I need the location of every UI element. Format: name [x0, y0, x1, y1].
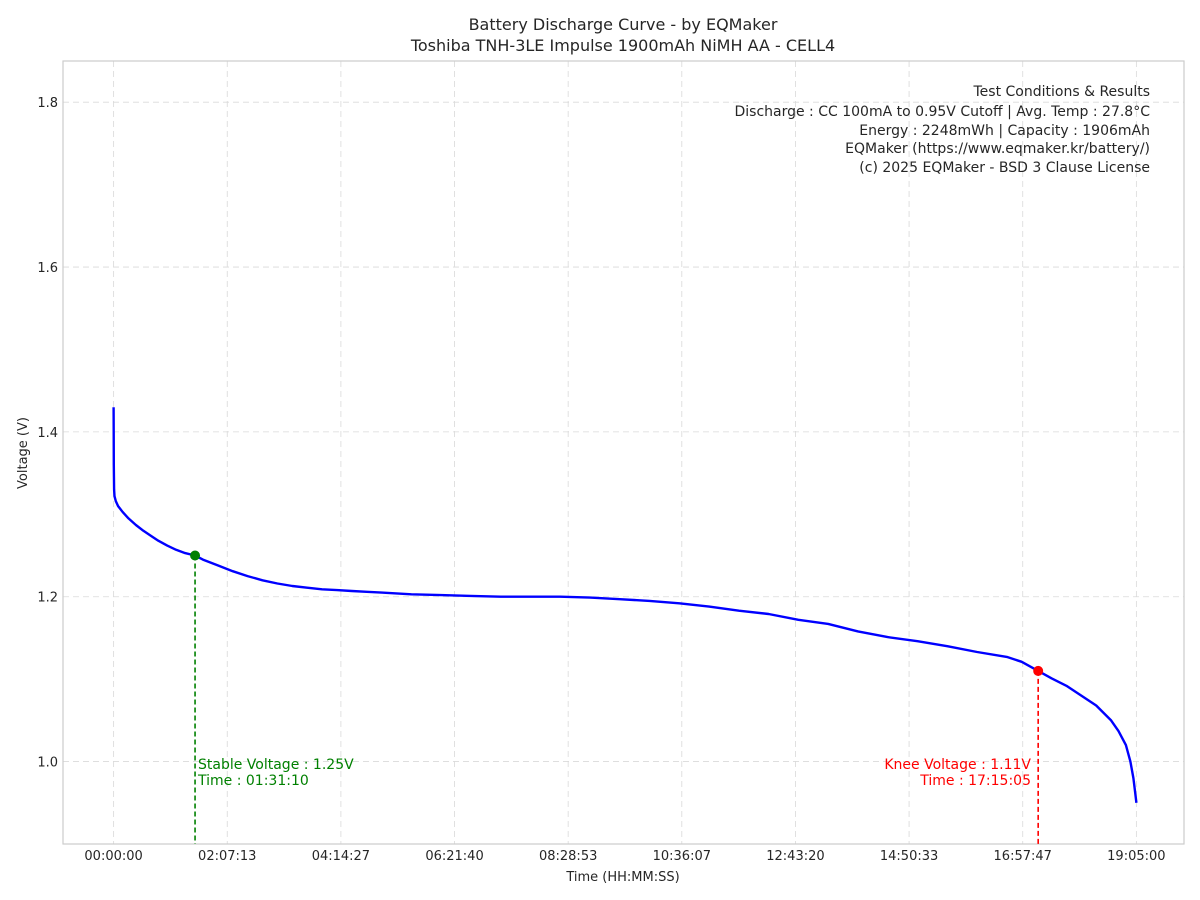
info-line-website: EQMaker (https://www.eqmaker.kr/battery/…	[845, 141, 1150, 157]
plot-frame	[62, 60, 1185, 845]
series-line-voltage	[112, 407, 1138, 803]
info-line-discharge: Discharge : CC 100mA to 0.95V Cutoff | A…	[734, 104, 1150, 120]
y-tick-label: 1.0	[37, 756, 58, 771]
x-tick-label: 06:21:40	[425, 849, 483, 864]
info-line-energy: Energy : 2248mWh | Capacity : 1906mAh	[859, 123, 1150, 139]
info-line-license: (c) 2025 EQMaker - BSD 3 Clause License	[859, 160, 1150, 176]
knee-annotation: Knee Voltage : 1.11V Time : 17:15:05	[884, 757, 1031, 789]
x-tick-label: 04:14:27	[312, 849, 370, 864]
info-box: Test Conditions & Results Discharge : CC…	[734, 84, 1150, 176]
stable-voltage-label: Stable Voltage : 1.25V	[198, 757, 354, 773]
x-axis-ticks: 00:00:00 02:07:13 04:14:27 06:21:40 08:28:53…	[84, 849, 1165, 864]
y-tick-label: 1.2	[37, 591, 58, 606]
stable-point-marker	[190, 550, 201, 561]
y-tick-label: 1.6	[37, 261, 58, 276]
chart-subtitle: Toshiba TNH-3LE Impulse 1900mAh NiMH AA …	[410, 36, 835, 55]
stable-annotation: Stable Voltage : 1.25V Time : 01:31:10	[197, 757, 354, 789]
x-tick-label: 19:05:00	[1107, 849, 1165, 864]
knee-voltage-label: Knee Voltage : 1.11V	[884, 757, 1031, 773]
x-tick-label: 08:28:53	[539, 849, 597, 864]
x-tick-label: 02:07:13	[198, 849, 256, 864]
knee-time-label: Time : 17:15:05	[919, 773, 1031, 789]
marker-layer	[190, 550, 1044, 844]
x-tick-label: 12:43:20	[766, 849, 824, 864]
chart-title: Battery Discharge Curve - by EQMaker	[469, 15, 778, 34]
x-tick-label: 10:36:07	[653, 849, 711, 864]
x-axis-label: Time (HH:MM:SS)	[565, 870, 679, 885]
series-layer	[112, 407, 1138, 803]
y-axis-label: Voltage (V)	[16, 417, 31, 489]
stable-time-label: Time : 01:31:10	[197, 773, 309, 789]
grid	[63, 61, 1184, 844]
x-tick-label: 00:00:00	[84, 849, 142, 864]
y-axis-ticks: 1.0 1.2 1.4 1.6 1.8	[37, 96, 58, 770]
x-tick-label: 16:57:47	[994, 849, 1052, 864]
y-tick-label: 1.4	[37, 426, 58, 441]
info-line-heading: Test Conditions & Results	[973, 84, 1151, 100]
y-tick-label: 1.8	[37, 96, 58, 111]
knee-point-marker	[1033, 665, 1044, 676]
x-tick-label: 14:50:33	[880, 849, 938, 864]
